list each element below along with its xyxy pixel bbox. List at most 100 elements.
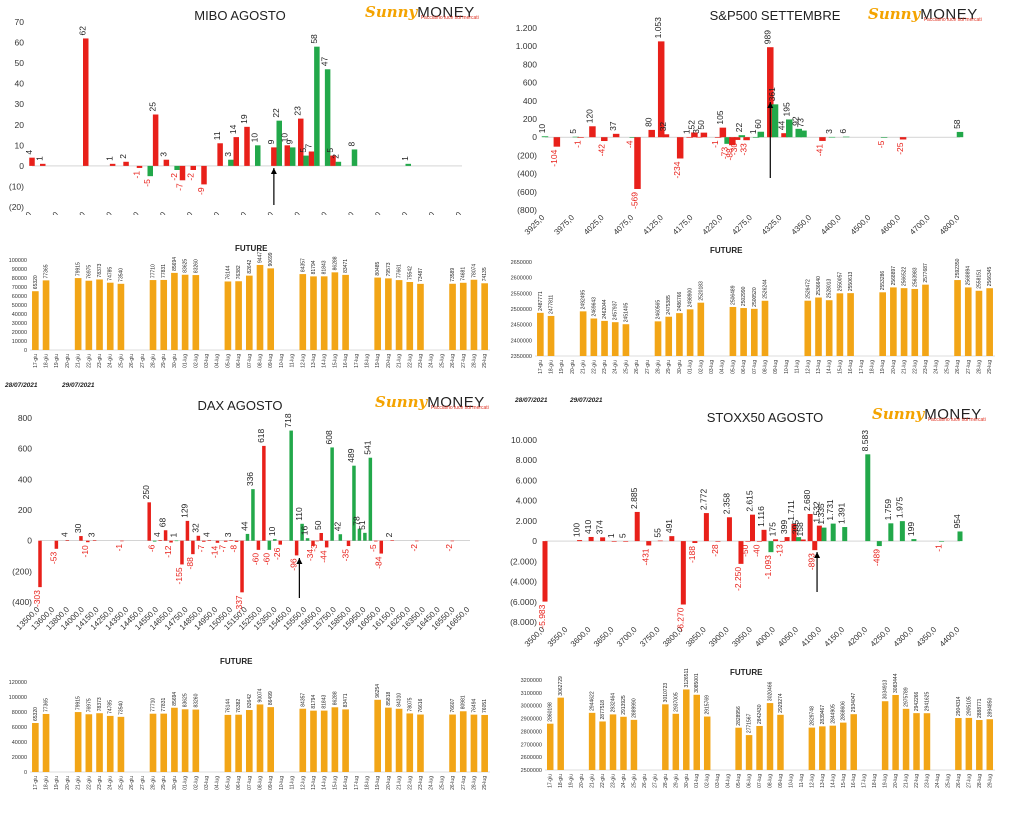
data-label: 77710 [151,698,157,712]
data-label: 2877518 [600,700,606,720]
bar [256,264,264,350]
x-tick-label: 09-lug [268,354,274,368]
x-tick-label: 08-lug [258,354,264,368]
data-label: 4 [152,532,162,537]
bar [251,489,255,541]
data-label: 1 [748,129,758,134]
data-label: 2526472 [805,279,811,299]
y-tick-label: (20) [9,202,24,212]
bar [700,132,708,138]
bar [449,283,456,350]
data-label: -26 [272,547,282,560]
bar [147,165,153,177]
x-tick-label: 21-lug [397,776,403,790]
x-tick-label: 02-lug [698,360,704,374]
bar [106,282,114,350]
x-tick-label: 24-giu [108,354,114,368]
bar [821,527,827,542]
bar [38,540,42,588]
data-label: -33 [739,143,749,156]
x-tick-label: 22-giu [86,354,92,368]
data-label: -6 [147,544,157,552]
x-tick-label: 29-giu [673,774,679,788]
data-label: -34 [305,549,315,562]
x-tick-label: 06-lug [236,354,242,368]
bar [541,136,549,138]
x-tick-label: 05-lug [736,774,742,788]
x-tick-label: 15-lug [332,354,338,368]
x-tick-label: 29-lug [482,354,488,368]
bar [804,300,812,356]
x-tick-label: 24-giu [621,774,627,788]
data-label: 37 [608,121,618,131]
bar [271,147,277,166]
y-tick-label: (8.000) [510,617,537,627]
bar [745,541,751,542]
data-label: 85818 [386,692,392,706]
x-tick-label: 26-giu [129,354,135,368]
data-label: 85694 [172,257,178,271]
y-tick-label: 200 [523,114,537,124]
bar [547,315,555,356]
y-tick-label: 200 [18,505,32,515]
bar [42,713,50,772]
data-label: -2.250 [733,567,743,591]
bar [601,137,608,142]
y-tick-label: 100000 [9,695,27,701]
y-tick-label: (600) [517,187,537,197]
x-tick-label: 4400,0 [938,625,962,649]
bar [537,312,544,356]
x-tick-label: 24-lug [429,354,435,368]
future-title: FUTURE [710,246,743,255]
y-tick-label: 0 [532,132,537,142]
data-label: 83625 [183,693,189,707]
bar [284,145,291,166]
data-label: 84310 [397,693,403,707]
y-tick-label: 3200000 [521,678,542,684]
y-tick-label: 600 [523,78,537,88]
bar [235,281,242,350]
bar [715,541,721,542]
x-tick-label: 17-lug [354,354,360,368]
x-tick-label: 14-lug [322,354,328,368]
data-label: 77365 [44,698,50,712]
bar [374,277,381,350]
bar [662,704,669,770]
x-tick-label: 25-lug [439,354,445,368]
bar [385,707,392,772]
x-tick-label: 25-giu [118,776,124,790]
x-tick-label: 17-lug [859,360,865,374]
y-tick-label: 4.000 [516,496,538,506]
bar [697,302,705,356]
data-label: -4 [625,140,635,148]
x-tick-label: 24-lug [935,774,941,788]
bar [245,710,253,772]
bar [338,534,343,541]
data-label: 74785 [108,700,114,714]
data-label: 73 [795,118,805,128]
bar [620,716,627,770]
data-label: -3 [309,544,319,552]
bar [86,540,90,543]
y-tick-label: 600 [18,444,32,454]
bar [630,719,638,770]
bar [235,714,242,772]
bar [299,708,307,772]
x-tick-label: 26-lug [956,774,962,788]
data-label: 489 [346,448,356,462]
bar [65,540,70,541]
data-label: 10 [267,526,277,536]
data-label: -7 [218,544,228,552]
bar [40,163,46,166]
y-tick-label: 10.000 [511,435,537,445]
bar [308,151,315,166]
bar [768,541,774,553]
y-tick-label: 0 [19,161,24,171]
x-tick-label: 30-giu [677,360,683,374]
x-tick-label: 26-giu [642,774,648,788]
x-tick-label: 4075,0 [612,213,636,237]
x-tick-label: 3750,0 [638,625,662,649]
bar [224,714,232,772]
bar [703,513,709,542]
bar [299,274,307,350]
